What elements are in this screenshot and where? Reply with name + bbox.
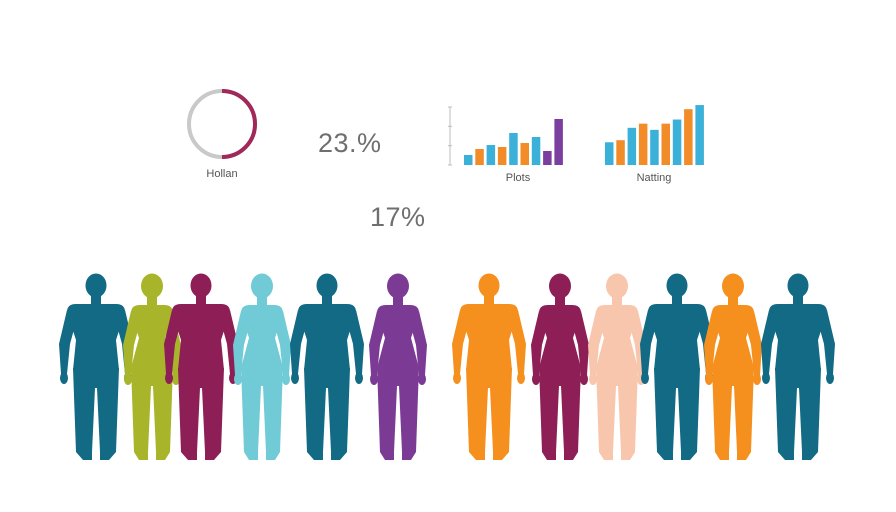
bar bbox=[543, 151, 552, 165]
bar bbox=[672, 119, 682, 165]
bar bbox=[554, 119, 563, 165]
person-figure-man bbox=[640, 273, 714, 460]
person-figure-woman bbox=[233, 273, 291, 460]
person-figure-woman bbox=[704, 273, 762, 460]
bar bbox=[475, 149, 484, 165]
bar bbox=[616, 140, 625, 165]
bar bbox=[464, 155, 473, 165]
bar bbox=[531, 137, 541, 165]
people-silhouettes bbox=[59, 273, 835, 460]
bar bbox=[627, 127, 637, 165]
bar bbox=[486, 145, 496, 165]
bar bbox=[684, 109, 693, 165]
bar bbox=[650, 129, 659, 165]
bar bbox=[520, 143, 529, 165]
person-figure-man bbox=[290, 273, 364, 460]
bar bbox=[638, 123, 648, 165]
bar bbox=[509, 133, 518, 165]
person-figure-man bbox=[761, 273, 835, 460]
bar bbox=[605, 142, 614, 165]
person-figure-woman bbox=[531, 273, 589, 460]
bar bbox=[661, 123, 670, 165]
person-figure-woman bbox=[369, 273, 427, 460]
donut-label: Hollan bbox=[206, 168, 238, 180]
person-figure-man bbox=[59, 273, 133, 460]
bar bbox=[695, 105, 704, 165]
person-figure-man bbox=[164, 273, 238, 460]
bar-chart-plots bbox=[448, 106, 563, 166]
bar-chart-natting bbox=[605, 105, 704, 165]
donut-chart bbox=[187, 89, 257, 159]
chart-label-plots: Plots bbox=[505, 172, 531, 184]
chart-label-natting: Natting bbox=[636, 172, 672, 184]
donut-segment bbox=[221, 89, 257, 159]
stat-primary: 23.% bbox=[318, 128, 382, 158]
bar bbox=[497, 147, 507, 165]
person-figure-man bbox=[452, 273, 526, 460]
stat-secondary: 17% bbox=[370, 202, 426, 232]
person-figure-woman bbox=[588, 273, 646, 460]
